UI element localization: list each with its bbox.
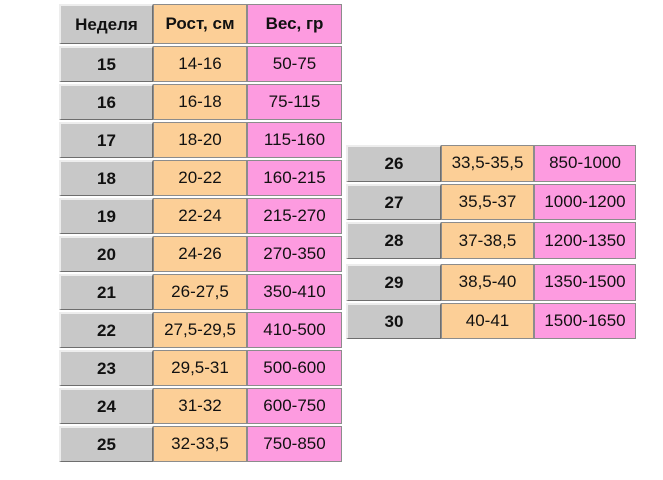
week-cell: 17: [59, 122, 153, 158]
table-row: 20 24-26 270-350: [59, 236, 344, 274]
week-cell: 27: [346, 183, 441, 221]
growth-table-left: Неделя Рост, см Вес, гр 15 14-16 50-75 16 16…: [59, 4, 344, 464]
header-week: Неделя: [59, 4, 153, 44]
week-cell: 18: [59, 160, 153, 196]
table-row: 17 18-20 115-160: [59, 122, 344, 160]
week-cell: 20: [59, 236, 153, 272]
height-cell: 40-41: [441, 302, 534, 340]
height-cell: 38,5-40: [441, 264, 534, 301]
table-row: 28 37-38,5 1200-1350: [346, 222, 638, 262]
height-cell: 33,5-35,5: [441, 145, 534, 182]
week-cell: 25: [59, 426, 153, 462]
week-cell: 23: [59, 350, 153, 386]
weight-cell: 350-410: [247, 274, 342, 310]
weight-cell: 500-600: [247, 350, 342, 386]
table-row: 30 40-41 1500-1650: [346, 302, 638, 342]
height-cell: 22-24: [153, 198, 247, 234]
weight-cell: 50-75: [247, 46, 342, 82]
table-row: 27 35,5-37 1000-1200: [346, 183, 638, 223]
height-cell: 26-27,5: [153, 274, 247, 310]
height-cell: 35,5-37: [441, 183, 534, 221]
table-header-row: Неделя Рост, см Вес, гр: [59, 4, 344, 46]
weight-cell: 410-500: [247, 312, 342, 348]
weight-cell: 750-850: [247, 426, 342, 462]
weight-cell: 850-1000: [534, 145, 636, 182]
week-cell: 29: [346, 264, 441, 301]
week-cell: 19: [59, 198, 153, 234]
table-body-left: 15 14-16 50-75 16 16-18 75-115 17 18-20 115-160 1…: [59, 46, 344, 464]
week-cell: 22: [59, 312, 153, 348]
table-row: 15 14-16 50-75: [59, 46, 344, 84]
table-row: 22 27,5-29,5 410-500: [59, 312, 344, 350]
table-row: 23 29,5-31 500-600: [59, 350, 344, 388]
height-cell: 14-16: [153, 46, 247, 82]
height-cell: 37-38,5: [441, 222, 534, 260]
week-cell: 30: [346, 302, 441, 340]
table-row: 16 16-18 75-115: [59, 84, 344, 122]
weight-cell: 115-160: [247, 122, 342, 158]
table-row: 21 26-27,5 350-410: [59, 274, 344, 312]
weight-cell: 600-750: [247, 388, 342, 424]
weight-cell: 1000-1200: [534, 183, 636, 221]
week-cell: 16: [59, 84, 153, 120]
header-weight: Вес, гр: [247, 4, 342, 44]
height-cell: 31-32: [153, 388, 247, 424]
height-cell: 27,5-29,5: [153, 312, 247, 348]
weight-cell: 1500-1650: [534, 302, 636, 340]
weight-cell: 1200-1350: [534, 222, 636, 260]
week-cell: 21: [59, 274, 153, 310]
table-row: 18 20-22 160-215: [59, 160, 344, 198]
table-row: 29 38,5-40 1350-1500: [346, 264, 638, 303]
weight-cell: 215-270: [247, 198, 342, 234]
week-cell: 28: [346, 222, 441, 260]
table-row: 25 32-33,5 750-850: [59, 426, 344, 464]
height-cell: 20-22: [153, 160, 247, 196]
weight-cell: 160-215: [247, 160, 342, 196]
weight-cell: 270-350: [247, 236, 342, 272]
height-cell: 24-26: [153, 236, 247, 272]
weight-cell: 75-115: [247, 84, 342, 120]
table-row: 26 33,5-35,5 850-1000: [346, 145, 638, 184]
table-row: 24 31-32 600-750: [59, 388, 344, 426]
height-cell: 16-18: [153, 84, 247, 120]
height-cell: 32-33,5: [153, 426, 247, 462]
week-cell: 26: [346, 145, 441, 182]
week-cell: 15: [59, 46, 153, 82]
weight-cell: 1350-1500: [534, 264, 636, 301]
table-row: 19 22-24 215-270: [59, 198, 344, 236]
growth-table-right: 26 33,5-35,5 850-1000 27 35,5-37 1000-1200 28 3…: [346, 145, 638, 342]
header-height: Рост, см: [153, 4, 247, 44]
table-body-right: 26 33,5-35,5 850-1000 27 35,5-37 1000-1200 28 3…: [346, 145, 638, 342]
height-cell: 29,5-31: [153, 350, 247, 386]
height-cell: 18-20: [153, 122, 247, 158]
week-cell: 24: [59, 388, 153, 424]
